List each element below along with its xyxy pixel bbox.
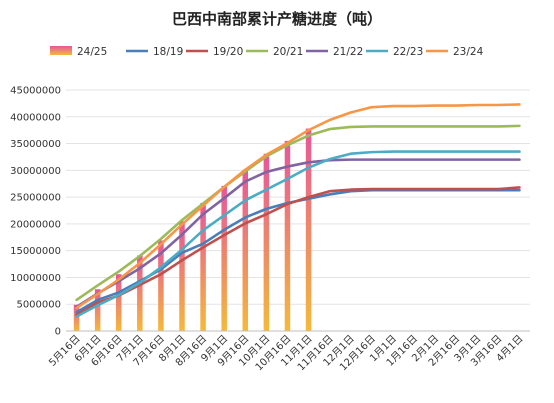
legend-layer: 24/25 18/19 19/20 20/21 21/22 22/23 23/24 — [50, 46, 484, 58]
legend-label: 20/21 — [273, 46, 303, 58]
grid-layer — [66, 89, 530, 305]
bar-24-25 — [284, 140, 291, 331]
y-tick-label: 40000000 — [10, 112, 61, 123]
chart-title: 巴西中南部累计产糖进度（吨） — [171, 10, 382, 28]
series-line-20-21 — [75, 124, 521, 302]
y-tick-label: 45000000 — [10, 86, 61, 97]
bar-24-25 — [263, 153, 270, 331]
legend-swatch-24-25 — [50, 46, 72, 55]
bar-24-25 — [305, 128, 312, 331]
legend-label: 18/19 — [153, 46, 183, 58]
series-line-18-19 — [75, 188, 521, 314]
series-line-22-23 — [75, 150, 521, 318]
bar-24-25 — [115, 274, 122, 331]
series-line-19-20 — [75, 186, 521, 317]
legend-label: 23/24 — [453, 46, 484, 58]
bar-24-25 — [137, 255, 143, 331]
bar-24-25 — [94, 289, 101, 331]
y-tick-label: 25000000 — [10, 193, 61, 204]
bar-layer — [73, 128, 312, 331]
legend-label: 19/20 — [213, 46, 243, 58]
y-tick-label: 5000000 — [16, 300, 61, 311]
bar-24-25 — [242, 169, 249, 331]
legend-label: 22/23 — [393, 46, 423, 58]
bar-24-25 — [200, 203, 206, 331]
y-tick-label: 20000000 — [10, 219, 61, 230]
bar-24-25 — [73, 304, 80, 331]
bar-24-25 — [221, 185, 227, 331]
y-tick-label: 10000000 — [10, 273, 61, 284]
legend-label: 24/25 — [77, 46, 107, 58]
series-line-23-24 — [75, 103, 521, 310]
y-tick-label: 30000000 — [10, 166, 61, 177]
series-line-21-22 — [75, 158, 521, 309]
line-layer — [75, 103, 521, 318]
axis-layer: 0 5000000 10000000 15000000 20000000 25000000… — [10, 86, 530, 373]
y-tick-label: 0 — [55, 327, 61, 338]
y-tick-label: 15000000 — [10, 246, 61, 257]
bar-24-25 — [179, 221, 185, 331]
legend-label: 21/22 — [333, 46, 363, 58]
bar-24-25 — [158, 240, 164, 331]
y-tick-label: 35000000 — [10, 139, 61, 150]
